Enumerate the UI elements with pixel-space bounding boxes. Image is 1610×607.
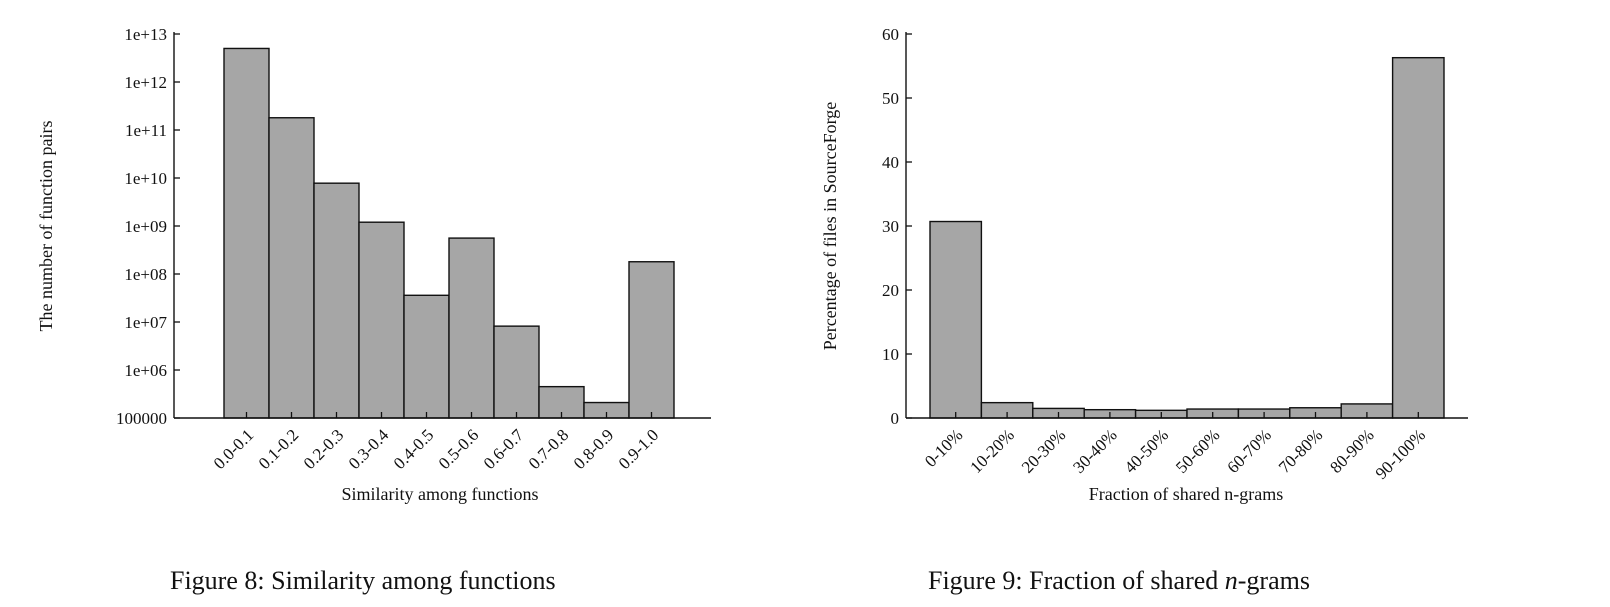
figure-8-caption: Figure 8: Similarity among functions <box>170 566 556 596</box>
bar-0.2-0.3 <box>313 182 360 419</box>
x-tick-label: 70-80% <box>1275 425 1326 476</box>
y-tick-label: 100000 <box>116 409 167 428</box>
x-tick-label: 10-20% <box>966 425 1017 476</box>
figure-9-caption-variable: n <box>1224 566 1238 595</box>
y-tick-label: 1e+11 <box>125 121 167 140</box>
chart-similarity-among-functions: 100000 1e+06 1e+07 1e+08 1e+09 1e+10 1e+11 1e+1… <box>36 25 711 504</box>
bar-90-100% <box>1391 56 1445 419</box>
x-axis-title: Similarity among functions <box>342 484 539 504</box>
x-tick-label: 40-50% <box>1121 425 1172 476</box>
y-tick-label: 1e+07 <box>124 313 167 332</box>
y-tick-label: 50 <box>882 89 899 108</box>
x-tick-label: 30-40% <box>1069 425 1120 476</box>
figure-9-caption: Figure 9: Fraction of shared n-grams <box>928 566 1310 596</box>
bar-0.5-0.6 <box>448 237 495 419</box>
figure-9-caption-suffix: -grams <box>1237 566 1310 595</box>
y-tick-label: 1e+10 <box>124 169 167 188</box>
x-tick-label: 60-70% <box>1223 425 1274 476</box>
y-tick-label: 1e+12 <box>124 73 167 92</box>
y-tick-label: 0 <box>891 409 900 428</box>
y-tick-label: 1e+08 <box>124 265 167 284</box>
bar-0.9-1.0 <box>628 261 675 419</box>
y-tick-label: 20 <box>882 281 899 300</box>
x-tick-label: 50-60% <box>1172 425 1223 476</box>
y-axis-title: Percentage of files in SourceForge <box>820 102 840 351</box>
y-tick-label: 1e+13 <box>124 25 167 44</box>
chart-fraction-of-shared-ngrams: 0 10 20 30 40 50 60 0-10% 10-20% 20-30% 30-40% 40-5… <box>820 25 1468 504</box>
y-tick-label: 1e+06 <box>124 361 167 380</box>
x-axis-title: Fraction of shared n-grams <box>1089 484 1283 504</box>
y-tick-label: 10 <box>882 345 899 364</box>
y-tick-label: 30 <box>882 217 899 236</box>
bar-0.1-0.2 <box>268 117 315 419</box>
x-tick-label: 80-90% <box>1326 425 1377 476</box>
x-tick-label: 20-30% <box>1018 425 1069 476</box>
figure-8-caption-text: Figure 8: Similarity among functions <box>170 566 556 595</box>
bar-0.0-0.1 <box>223 47 270 419</box>
y-tick-label: 1e+09 <box>124 217 167 236</box>
x-tick-label: 0-10% <box>921 425 966 470</box>
y-axis-title: The number of function pairs <box>36 121 56 332</box>
figure-9-caption-prefix: Figure 9: Fraction of shared <box>928 566 1225 595</box>
y-tick-label: 60 <box>882 25 899 44</box>
bar-0-10% <box>929 220 983 419</box>
y-tick-label: 40 <box>882 153 899 172</box>
x-tick-label: 90-100% <box>1372 425 1430 483</box>
